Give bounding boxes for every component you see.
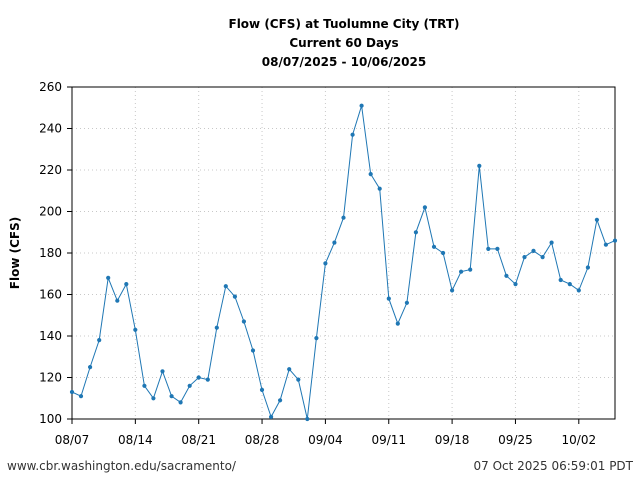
y-tick-label: 200 xyxy=(39,205,62,219)
data-point xyxy=(269,414,274,420)
data-point xyxy=(205,377,210,382)
chart-title-line-3: 08/07/2025 - 10/06/2025 xyxy=(262,55,426,69)
data-point xyxy=(468,267,473,272)
y-tick-label: 120 xyxy=(39,371,62,385)
data-point xyxy=(504,273,509,278)
x-tick-label: 08/14 xyxy=(118,433,153,447)
data-point xyxy=(78,394,84,399)
x-tick-label: 09/18 xyxy=(435,433,470,447)
data-point xyxy=(459,269,464,274)
data-point xyxy=(594,217,600,222)
grid xyxy=(71,86,615,420)
data-point xyxy=(522,255,527,260)
y-tick-label: 260 xyxy=(39,80,62,94)
data-point xyxy=(142,383,147,388)
footer-url[interactable]: www.cbr.washington.edu/sacramento/ xyxy=(7,459,237,473)
data-point xyxy=(69,389,75,395)
data-point xyxy=(323,261,328,266)
data-point xyxy=(422,205,428,210)
plot-frame xyxy=(71,86,616,420)
data-point xyxy=(540,255,545,260)
data-point xyxy=(386,296,391,301)
data-point xyxy=(395,321,400,326)
x-tick-label: 10/02 xyxy=(562,433,597,447)
data-point xyxy=(549,240,554,245)
data-point xyxy=(250,348,256,353)
x-tick-label: 08/07 xyxy=(55,433,90,447)
footer-timestamp: 07 Oct 2025 06:59:01 PDT xyxy=(473,459,633,473)
data-point xyxy=(486,246,491,251)
data-point xyxy=(531,248,536,253)
data-point xyxy=(450,288,455,293)
data-point xyxy=(477,163,482,168)
series-line xyxy=(71,105,616,420)
y-tick-label: 160 xyxy=(39,288,62,302)
y-tick-label: 240 xyxy=(39,122,62,136)
data-point xyxy=(223,284,228,289)
data-point xyxy=(87,365,93,370)
data-point xyxy=(305,416,310,422)
chart-title-line-2: Current 60 Days xyxy=(289,36,398,50)
data-point xyxy=(187,383,192,388)
data-point xyxy=(241,319,246,324)
data-point xyxy=(196,375,201,380)
data-point xyxy=(278,398,283,403)
data-point xyxy=(287,367,292,372)
data-point xyxy=(413,230,419,235)
x-tick-label: 09/25 xyxy=(498,433,533,447)
data-point xyxy=(332,240,337,245)
y-axis-label: Flow (CFS) xyxy=(8,217,22,289)
data-point xyxy=(169,394,174,399)
data-point xyxy=(124,282,129,287)
data-point xyxy=(341,215,346,220)
data-point xyxy=(368,172,373,177)
data-point xyxy=(377,186,382,191)
data-point xyxy=(404,300,410,305)
x-tick-label: 08/28 xyxy=(245,433,280,447)
data-point xyxy=(178,400,183,405)
data-point xyxy=(160,369,165,374)
data-point xyxy=(115,298,120,303)
data-point xyxy=(259,387,265,393)
data-point xyxy=(314,336,319,341)
data-point xyxy=(585,265,591,270)
data-point xyxy=(232,294,237,299)
data-point xyxy=(576,288,581,293)
y-tick-label: 180 xyxy=(39,246,62,260)
x-tick-label: 09/04 xyxy=(308,433,343,447)
data-point xyxy=(441,250,446,256)
data-point xyxy=(151,396,156,401)
data-point xyxy=(97,338,102,343)
data-point xyxy=(214,325,219,330)
data-point xyxy=(558,277,563,283)
y-tick-label: 140 xyxy=(39,329,62,343)
data-point xyxy=(567,282,572,287)
data-point xyxy=(431,244,437,249)
data-point xyxy=(513,282,518,287)
series-layer xyxy=(69,103,618,422)
data-point xyxy=(612,238,618,243)
data-point xyxy=(133,327,138,332)
data-point xyxy=(296,377,301,382)
y-tick-label: 220 xyxy=(39,163,62,177)
data-point xyxy=(603,242,609,247)
axes: 100 120 140 160 180 200 220 240 260 08/07 08/14 08/… xyxy=(39,80,616,447)
x-tick-label: 09/11 xyxy=(371,433,406,447)
data-point xyxy=(350,132,355,137)
y-tick-label: 100 xyxy=(39,412,62,426)
x-tick-label: 08/21 xyxy=(181,433,216,447)
chart-title-line-1: Flow (CFS) at Tuolumne City (TRT) xyxy=(229,17,460,31)
data-point xyxy=(106,275,111,281)
data-point xyxy=(495,246,500,251)
data-point xyxy=(359,103,364,108)
